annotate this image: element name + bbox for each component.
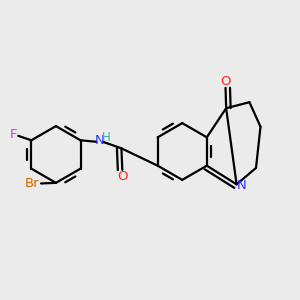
Text: Br: Br [25, 177, 39, 190]
Text: H: H [102, 131, 111, 144]
Text: N: N [95, 134, 104, 147]
Text: O: O [220, 75, 231, 88]
Text: N: N [237, 179, 247, 192]
Text: F: F [10, 128, 17, 141]
Text: O: O [118, 170, 128, 183]
